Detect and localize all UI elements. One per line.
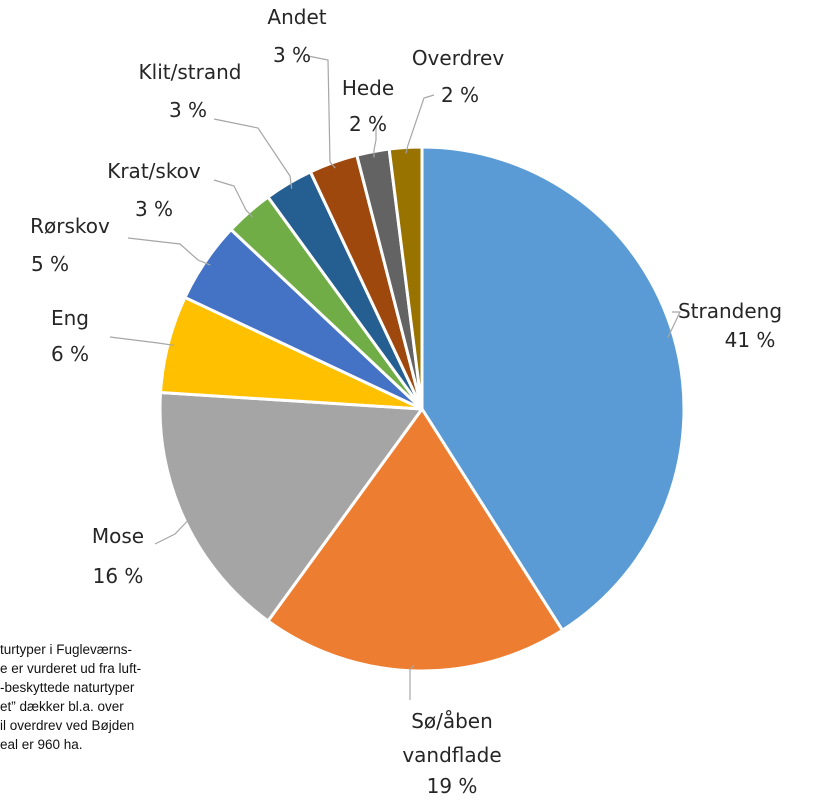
leader-line-mose <box>154 517 191 545</box>
category-label-so-aben-vandflade: Sø/åben <box>411 709 493 733</box>
value-label-andet: 3 % <box>273 43 311 67</box>
category-label-eng: Eng <box>51 306 89 330</box>
caption-line: et” dækker bl.a. over <box>0 699 124 714</box>
leader-lines <box>109 55 681 700</box>
leader-line-so-aben-vandflade <box>409 664 415 700</box>
caption-line: eal er 960 ha. <box>0 737 83 752</box>
pie-slice-strandeng <box>420 145 686 632</box>
value-label-so-aben-vandflade: 19 % <box>427 774 478 798</box>
pie-slice-so-aben-vandflade <box>266 407 564 673</box>
leader-line-klit-strand <box>213 118 293 189</box>
caption-line: e er vurderet ud fra luft- <box>0 661 142 676</box>
category-label-strandeng: Strandeng <box>678 299 782 323</box>
leader-line-hede <box>373 125 377 158</box>
leader-line-rorskov <box>127 237 211 266</box>
value-label-strandeng: 41 % <box>725 328 776 352</box>
leader-line-overdrev <box>405 94 435 154</box>
value-label-eng: 6 % <box>51 342 89 366</box>
category-label-andet: Andet <box>267 5 326 29</box>
value-label-hede: 2 % <box>349 112 387 136</box>
category-label-klit-strand: Klit/strand <box>139 60 242 84</box>
leader-line-strandeng <box>667 311 681 338</box>
value-label-mose: 16 % <box>93 564 144 588</box>
pie-slices <box>158 145 686 673</box>
pie-slice-mose <box>158 391 424 623</box>
value-label-krat-skov: 3 % <box>135 197 173 221</box>
leader-line-krat-skov <box>213 179 254 218</box>
value-label-rorskov: 5 % <box>31 252 69 276</box>
leader-line-eng <box>109 336 175 346</box>
category-label-so-aben-vandflade: vandflade <box>402 743 501 767</box>
caption-line: turtyper i Fugleværns- <box>0 642 133 657</box>
pie-slice-overdrev <box>387 145 424 411</box>
caption-line: il overdrev ved Bøjden <box>0 718 135 733</box>
value-label-klit-strand: 3 % <box>169 98 207 122</box>
figure-caption: turtyper i Fugleværns- e er vurderet ud … <box>0 640 210 754</box>
category-label-hede: Hede <box>342 76 394 100</box>
slice-labels: Strandeng 41 % Sø/åben vandflade 19 % Mose 16 … <box>30 5 782 798</box>
value-label-overdrev: 2 % <box>441 83 479 107</box>
category-label-overdrev: Overdrev <box>412 46 505 70</box>
category-label-mose: Mose <box>92 524 144 548</box>
caption-line: -beskyttede naturtyper <box>0 680 135 695</box>
category-label-rorskov: Rørskov <box>30 214 110 238</box>
leader-line-andet <box>307 55 336 169</box>
category-label-krat-skov: Krat/skov <box>107 159 201 183</box>
